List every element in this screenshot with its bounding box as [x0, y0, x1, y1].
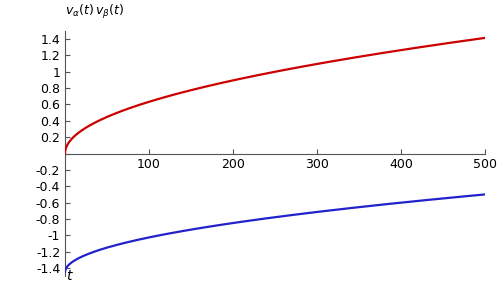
Text: $t$: $t$ [66, 269, 74, 283]
Text: $v_{\alpha}(t)\,v_{\beta}(t)$: $v_{\alpha}(t)\,v_{\beta}(t)$ [65, 3, 124, 21]
